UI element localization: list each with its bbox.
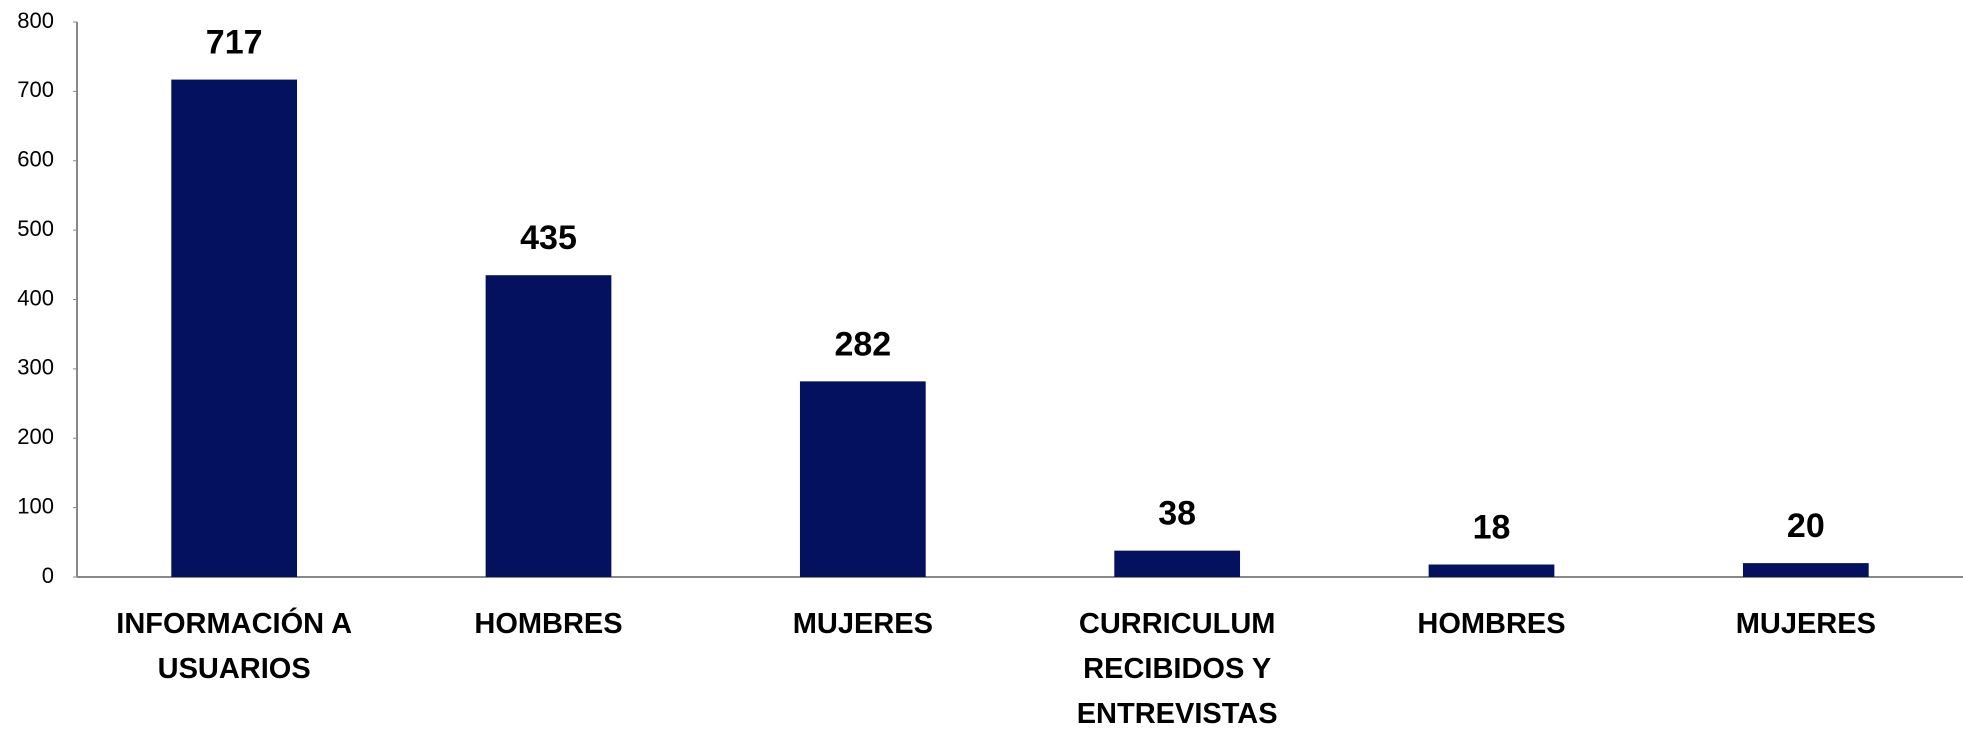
x-tick-label-line: MUJERES bbox=[793, 608, 933, 640]
y-tick-label: 700 bbox=[17, 77, 54, 102]
data-label: 435 bbox=[520, 219, 577, 257]
x-tick-label-line: HOMBRES bbox=[474, 608, 622, 640]
data-label: 38 bbox=[1158, 495, 1196, 533]
x-tick-label-line: INFORMACIÓN A bbox=[116, 606, 352, 640]
bar bbox=[799, 381, 926, 577]
x-tick-label: INFORMACIÓN A USUARIOS bbox=[116, 606, 352, 685]
data-label: 717 bbox=[206, 24, 263, 62]
x-tick-label-line: RECIBIDOS Y bbox=[1083, 653, 1271, 685]
x-tick-label-line: ENTREVISTAS bbox=[1077, 698, 1278, 729]
x-tick-label: HOMBRES bbox=[1417, 608, 1565, 640]
x-tick-label: MUJERES bbox=[793, 608, 933, 640]
y-tick-label: 300 bbox=[17, 355, 54, 380]
y-tick-label: 0 bbox=[42, 563, 54, 588]
y-tick-label: 200 bbox=[17, 424, 54, 449]
data-label: 282 bbox=[834, 325, 891, 363]
x-tick-label: MUJERES bbox=[1736, 608, 1876, 640]
x-tick-label: CURRICULUM RECIBIDOS Y ENTREVISTAS bbox=[1077, 608, 1278, 729]
bar bbox=[1114, 550, 1241, 577]
y-tick-label: 100 bbox=[17, 493, 54, 518]
y-tick-label: 600 bbox=[17, 147, 54, 172]
x-tick-label-line: HOMBRES bbox=[1417, 608, 1565, 640]
bar bbox=[1742, 563, 1869, 577]
x-tick-label: HOMBRES bbox=[474, 608, 622, 640]
x-tick-label-line: MUJERES bbox=[1736, 608, 1876, 640]
x-tick-label-line: USUARIOS bbox=[158, 653, 311, 685]
bar bbox=[171, 79, 298, 578]
bar bbox=[1428, 564, 1555, 577]
y-tick-label: 800 bbox=[17, 8, 54, 33]
x-tick-label-line: CURRICULUM bbox=[1079, 608, 1276, 640]
bar bbox=[485, 275, 612, 577]
y-tick-label: 400 bbox=[17, 285, 54, 310]
data-label: 18 bbox=[1473, 508, 1511, 546]
data-label: 20 bbox=[1787, 507, 1825, 545]
y-tick-label: 500 bbox=[17, 216, 54, 241]
